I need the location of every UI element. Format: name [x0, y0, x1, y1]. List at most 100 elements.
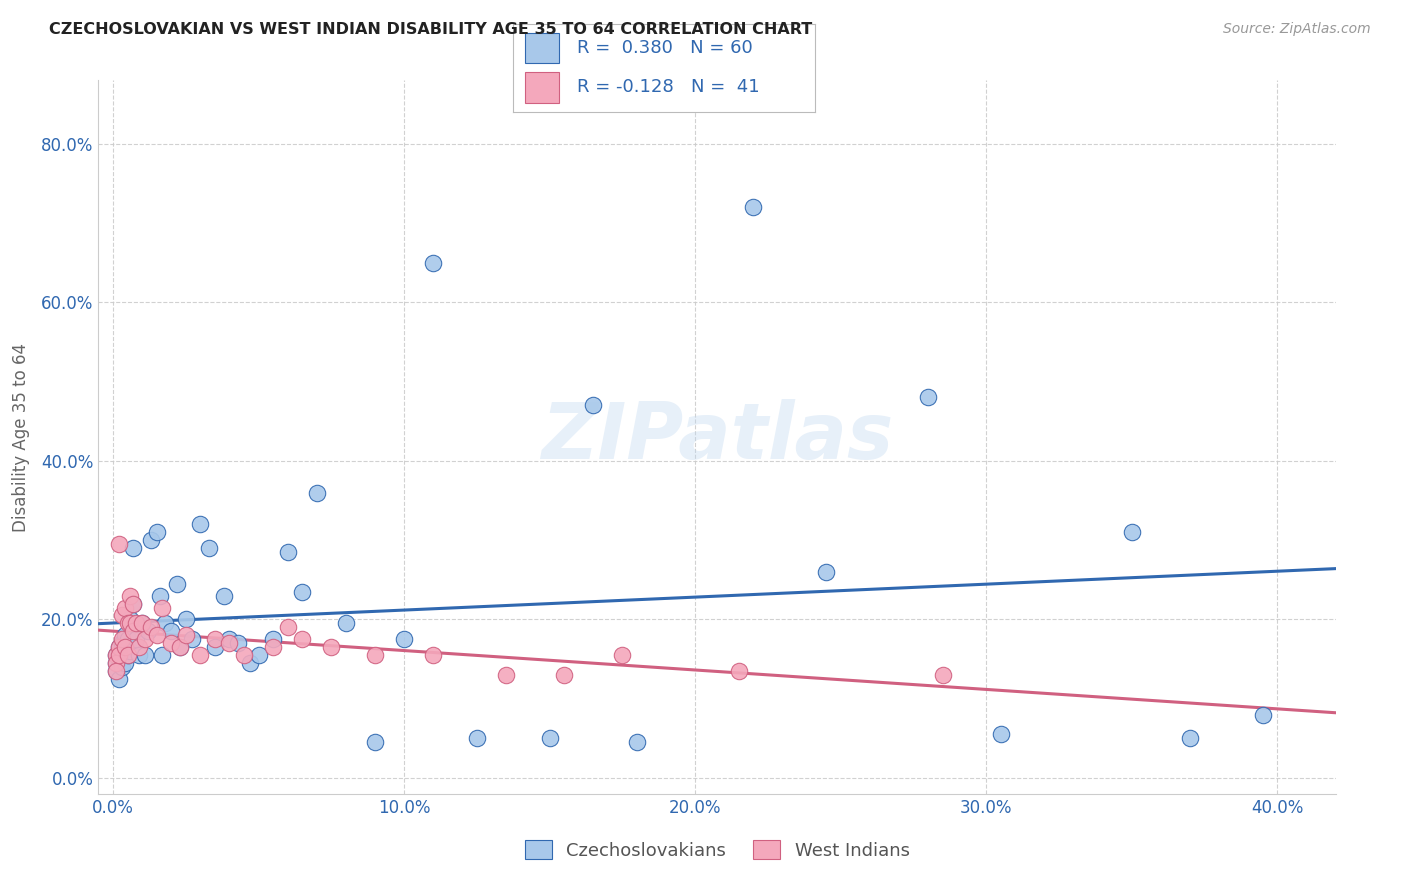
Point	[145, 525, 167, 540]
Point	[107, 648, 129, 662]
Point	[180, 632, 202, 647]
Point	[139, 620, 162, 634]
Point	[155, 616, 177, 631]
Point	[612, 648, 634, 662]
Point	[335, 616, 357, 631]
Point	[495, 668, 517, 682]
Point	[160, 624, 183, 639]
Point	[111, 636, 134, 650]
Point	[174, 612, 197, 626]
Y-axis label: Disability Age 35 to 64: Disability Age 35 to 64	[11, 343, 30, 532]
Text: Source: ZipAtlas.com: Source: ZipAtlas.com	[1223, 22, 1371, 37]
Point	[148, 589, 170, 603]
Point	[125, 616, 148, 631]
Point	[188, 648, 211, 662]
Point	[321, 640, 343, 655]
Point	[364, 648, 387, 662]
Point	[114, 656, 136, 670]
Point	[111, 608, 134, 623]
FancyBboxPatch shape	[526, 33, 558, 63]
Point	[169, 640, 191, 655]
Point	[128, 648, 150, 662]
Point	[305, 485, 328, 500]
Point	[815, 565, 838, 579]
Text: R =  0.380   N = 60: R = 0.380 N = 60	[576, 39, 752, 57]
Point	[218, 632, 240, 647]
Point	[204, 640, 226, 655]
Point	[247, 648, 270, 662]
Point	[104, 664, 127, 678]
Point	[104, 648, 127, 662]
Point	[465, 731, 488, 746]
Point	[226, 636, 249, 650]
Point	[122, 624, 145, 639]
Point	[117, 648, 139, 662]
Point	[107, 672, 129, 686]
Point	[104, 648, 127, 662]
Point	[107, 652, 129, 666]
Point	[188, 517, 211, 532]
Point	[114, 600, 136, 615]
Point	[262, 640, 284, 655]
Point	[111, 660, 134, 674]
Point	[122, 597, 145, 611]
Point	[160, 636, 183, 650]
Point	[152, 648, 174, 662]
Point	[120, 612, 142, 626]
Point	[131, 616, 153, 631]
Point	[538, 731, 561, 746]
Point	[291, 584, 314, 599]
Point	[145, 628, 167, 642]
Point	[262, 632, 284, 647]
Point	[117, 616, 139, 631]
Point	[122, 597, 145, 611]
Point	[582, 398, 605, 412]
Point	[120, 644, 142, 658]
Point	[931, 668, 953, 682]
Point	[291, 632, 314, 647]
Point	[128, 640, 150, 655]
Point	[104, 664, 127, 678]
Point	[139, 533, 162, 548]
Point	[134, 648, 156, 662]
Point	[1251, 707, 1274, 722]
Point	[277, 620, 299, 634]
Text: R = -0.128   N =  41: R = -0.128 N = 41	[576, 78, 759, 96]
Point	[233, 648, 256, 662]
Point	[742, 200, 765, 214]
Point	[104, 656, 127, 670]
Point	[239, 656, 262, 670]
Point	[990, 727, 1012, 741]
Point	[136, 624, 159, 639]
Point	[392, 632, 415, 647]
Point	[111, 632, 134, 647]
Point	[198, 541, 221, 555]
Point	[107, 537, 129, 551]
FancyBboxPatch shape	[526, 72, 558, 103]
Point	[364, 735, 387, 749]
Point	[277, 545, 299, 559]
Point	[134, 632, 156, 647]
Point	[120, 589, 142, 603]
Point	[1178, 731, 1201, 746]
Point	[152, 600, 174, 615]
Point	[174, 628, 197, 642]
Point	[122, 541, 145, 555]
Point	[107, 640, 129, 655]
Point	[120, 616, 142, 631]
Point	[626, 735, 648, 749]
Point	[107, 640, 129, 655]
Point	[728, 664, 751, 678]
Point	[1121, 525, 1143, 540]
Point	[114, 628, 136, 642]
Point	[204, 632, 226, 647]
Point	[104, 656, 127, 670]
Point	[218, 636, 240, 650]
Legend: Czechoslovakians, West Indians: Czechoslovakians, West Indians	[517, 832, 917, 867]
Point	[169, 640, 191, 655]
Text: ZIPatlas: ZIPatlas	[541, 399, 893, 475]
Point	[917, 391, 939, 405]
Point	[553, 668, 575, 682]
Point	[422, 255, 444, 269]
Point	[111, 648, 134, 662]
